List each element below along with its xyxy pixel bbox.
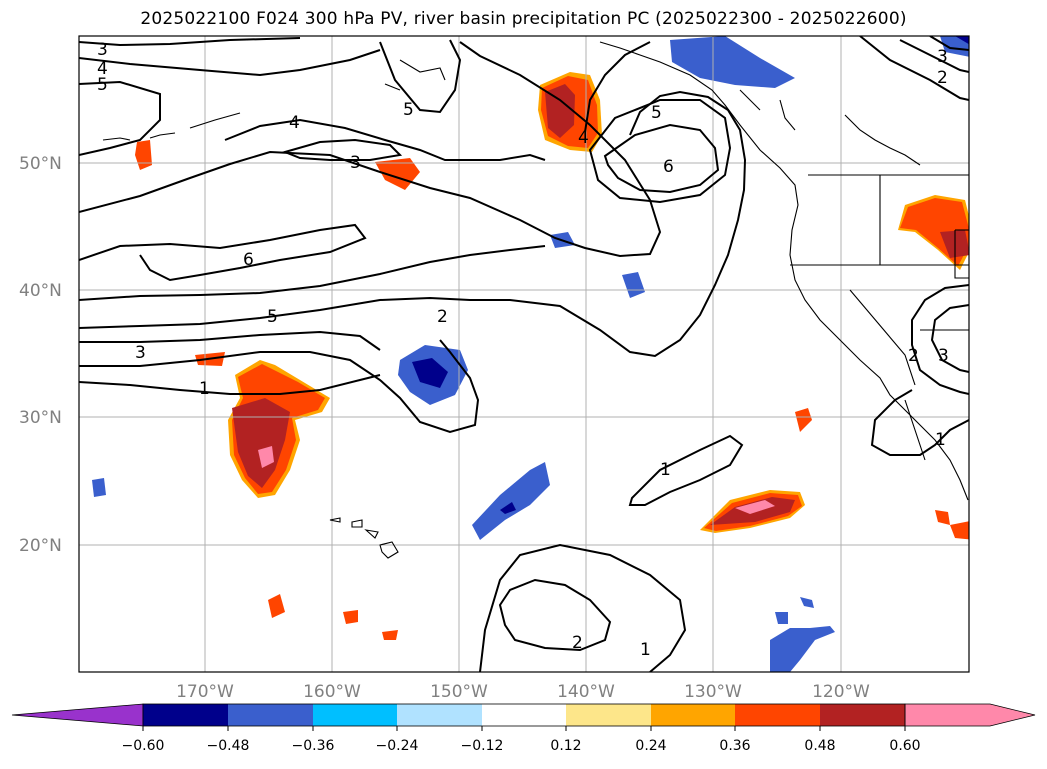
colorbar-tick-label: 0.36: [719, 738, 750, 754]
precip-blob-south-2: [343, 610, 358, 624]
contour-label: 3: [135, 343, 146, 363]
colorbar-segment: [143, 704, 228, 726]
colorbar-segment: [397, 704, 482, 726]
colorbar-segment: [313, 704, 397, 726]
precip-blob-neg-south: [770, 626, 835, 672]
precip-blob-se-corner: [935, 510, 950, 525]
colorbar-segment: [735, 704, 820, 726]
contour-label: 5: [267, 307, 278, 327]
colorbar-tick-label: 0.60: [889, 738, 920, 754]
colorbar-tick-label: 0.12: [550, 738, 581, 754]
contour-label: 6: [243, 250, 254, 270]
contour-label: 1: [199, 379, 210, 399]
contour-label: 4: [289, 113, 300, 133]
contour-labels: 3 4 5 5 4 3 6 5 3 1 2 5 6 4 3 2 3 2 1 1 …: [97, 40, 949, 660]
precip-blob-neg-sw: [472, 462, 550, 540]
precip-blob-neg-small-2: [622, 272, 645, 298]
lat-label-20n: 20°N: [19, 536, 62, 556]
hawaii-islands: [329, 517, 399, 559]
map-title: 2025022100 F024 300 hPa PV, river basin …: [140, 9, 907, 29]
contour-label: 4: [578, 128, 589, 148]
precip-blob-neg-far-west: [92, 478, 106, 497]
contour-label: 3: [937, 47, 948, 67]
colorbar-tick-label: −0.48: [207, 738, 250, 754]
lon-label-140w: 140°W: [557, 682, 615, 702]
contour-label: 1: [660, 460, 671, 480]
contour-label: 1: [935, 430, 946, 450]
contour-label: 3: [350, 153, 361, 173]
lon-label-170w: 170°W: [176, 682, 234, 702]
coastlines: [102, 41, 969, 501]
lon-labels: 170°W 160°W 150°W 140°W 130°W 120°W: [176, 682, 870, 702]
colorbar-max-arrow: [904, 703, 1036, 727]
precip-blob-south-1: [268, 594, 285, 618]
colorbar-tick-label: −0.36: [292, 738, 335, 754]
contour-label: 2: [908, 346, 919, 366]
pv-contours: [79, 36, 969, 672]
colorbar-tick-label: 0.48: [804, 738, 835, 754]
precip-blob-neg-north: [670, 36, 795, 88]
contour-label: 2: [572, 633, 583, 653]
lon-label-120w: 120°W: [812, 682, 870, 702]
contour-label: 2: [937, 68, 948, 88]
contour-label: 4: [97, 59, 108, 79]
contour-label: 3: [97, 40, 108, 60]
lat-labels: 50°N 40°N 30°N 20°N: [19, 154, 62, 556]
colorbar-min-arrow: [11, 703, 144, 727]
contour-label: 5: [403, 100, 414, 120]
contour-label: 1: [640, 640, 651, 660]
gridlines: [79, 36, 969, 672]
precip-blob-south-3: [382, 630, 398, 640]
map-background: [79, 36, 969, 672]
contour-label: 2: [437, 307, 448, 327]
lat-label-50n: 50°N: [19, 154, 62, 174]
colorbar-segment: [228, 704, 313, 726]
lon-label-130w: 130°W: [684, 682, 742, 702]
contour-label: 5: [97, 75, 108, 95]
lat-label-30n: 30°N: [19, 408, 62, 428]
contour-label: 5: [651, 103, 662, 123]
lon-label-160w: 160°W: [303, 682, 361, 702]
contour-label: 6: [663, 157, 674, 177]
map-frame: [78, 35, 970, 673]
lat-label-40n: 40°N: [19, 281, 62, 301]
colorbar: −0.60 −0.48 −0.36 −0.24 −0.12 0.12 0.24 …: [11, 703, 1036, 754]
colorbar-tick-label: −0.24: [376, 738, 419, 754]
colorbar-tick-label: −0.60: [122, 738, 165, 754]
contour-label: 3: [938, 346, 949, 366]
colorbar-segment: [566, 704, 651, 726]
colorbar-tick-label: 0.24: [635, 738, 666, 754]
colorbar-tick-label: −0.12: [461, 738, 504, 754]
colorbar-segment: [820, 704, 905, 726]
lon-label-150w: 150°W: [430, 682, 488, 702]
colorbar-segment: [482, 704, 566, 726]
colorbar-segment: [651, 704, 735, 726]
precip-blob-ca-offshore: [795, 408, 812, 432]
